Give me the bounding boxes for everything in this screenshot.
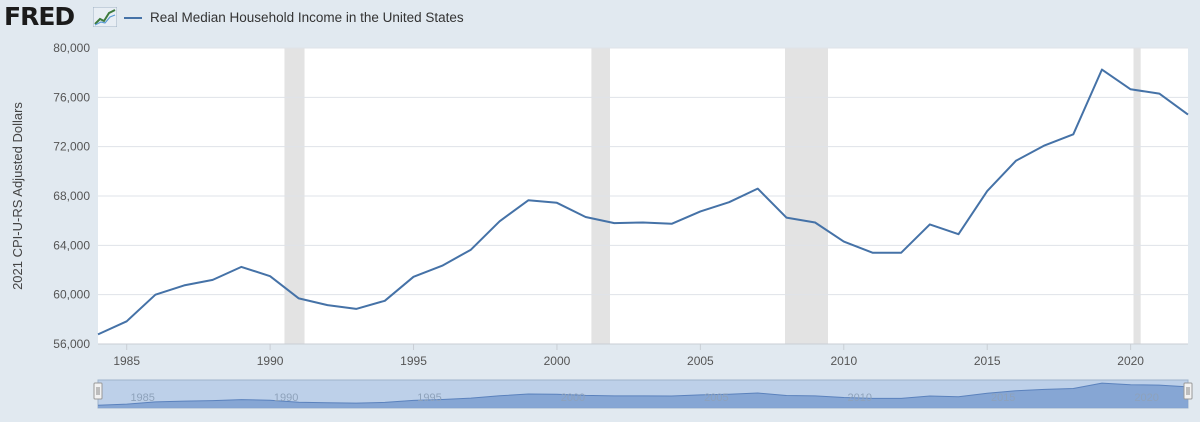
- data-point[interactable]: [755, 186, 760, 191]
- navigator-tick-label: 2020: [1134, 392, 1158, 404]
- legend[interactable]: Real Median Household Income in the Unit…: [124, 10, 464, 25]
- y-axis-title: 2021 CPI-U-RS Adjusted Dollars: [10, 102, 25, 290]
- x-tick-label: 2005: [687, 354, 714, 368]
- x-tick-label: 2015: [974, 354, 1001, 368]
- handle-grip[interactable]: [93, 382, 103, 400]
- navigator-tick-label: 2005: [704, 392, 728, 404]
- grid-lines: [98, 47, 1188, 345]
- data-point[interactable]: [210, 277, 215, 282]
- navigator-tick-label: 2015: [991, 392, 1015, 404]
- data-point[interactable]: [813, 220, 818, 225]
- x-tick-label: 1995: [400, 354, 427, 368]
- data-point[interactable]: [497, 219, 502, 224]
- x-tick-label: 2010: [830, 354, 857, 368]
- data-point[interactable]: [440, 263, 445, 268]
- data-point[interactable]: [841, 239, 846, 244]
- navigator-tick-label: 2010: [848, 392, 872, 404]
- data-point[interactable]: [612, 221, 617, 226]
- data-point[interactable]: [153, 292, 158, 297]
- y-tick-label: 56,000: [53, 337, 90, 351]
- data-point[interactable]: [1157, 91, 1162, 96]
- data-point[interactable]: [1186, 112, 1191, 117]
- data-point[interactable]: [96, 332, 101, 337]
- trend-chart-icon: [93, 7, 117, 27]
- data-point[interactable]: [698, 209, 703, 214]
- navigator-series-area: [98, 383, 1188, 408]
- handle-grip[interactable]: [1183, 382, 1193, 400]
- y-tick-label: 80,000: [53, 41, 90, 55]
- data-point[interactable]: [182, 283, 187, 288]
- chart-header: FRED Real Median Household Income in the…: [0, 0, 1200, 40]
- data-point[interactable]: [669, 221, 674, 226]
- data-point[interactable]: [583, 214, 588, 219]
- y-tick-label: 72,000: [53, 140, 90, 154]
- range-navigator[interactable]: 1985 1990 1995 2000 2005 2010 2015 2020: [93, 379, 1193, 409]
- data-point[interactable]: [1128, 87, 1133, 92]
- navigator-left-handle[interactable]: [93, 382, 103, 400]
- data-point[interactable]: [1042, 143, 1047, 148]
- x-tick-label: 2000: [544, 354, 571, 368]
- y-tick-label: 60,000: [53, 288, 90, 302]
- data-point[interactable]: [354, 306, 359, 311]
- data-point[interactable]: [268, 274, 273, 279]
- data-point[interactable]: [382, 298, 387, 303]
- data-point[interactable]: [296, 296, 301, 301]
- x-tick-label: 2020: [1117, 354, 1144, 368]
- y-tick-label: 68,000: [53, 189, 90, 203]
- navigator-tick-label: 2000: [561, 392, 585, 404]
- navigator-tick-label: 1985: [130, 392, 154, 404]
- data-point[interactable]: [985, 189, 990, 194]
- data-point[interactable]: [870, 250, 875, 255]
- data-point[interactable]: [411, 274, 416, 279]
- x-tick-label: 1985: [113, 354, 140, 368]
- series-layer: [96, 67, 1191, 337]
- fred-logo[interactable]: FRED: [4, 2, 75, 31]
- data-point[interactable]: [325, 303, 330, 308]
- data-point[interactable]: [554, 200, 559, 205]
- navigator-right-handle[interactable]: [1183, 382, 1193, 400]
- data-point[interactable]: [927, 222, 932, 227]
- navigator-tick-label: 1990: [274, 392, 298, 404]
- y-tick-label: 64,000: [53, 238, 90, 252]
- data-point[interactable]: [1099, 67, 1104, 72]
- data-point[interactable]: [641, 220, 646, 225]
- navigator-tick-label: 1995: [417, 392, 441, 404]
- data-point[interactable]: [239, 264, 244, 269]
- data-point[interactable]: [784, 215, 789, 220]
- axes: 56,000 60,000 64,000 68,000 72,000 76,000 80,0…: [53, 41, 1188, 368]
- data-point[interactable]: [1013, 158, 1018, 163]
- data-point[interactable]: [526, 198, 531, 203]
- data-point[interactable]: [899, 250, 904, 255]
- data-point[interactable]: [956, 232, 961, 237]
- data-point[interactable]: [468, 247, 473, 252]
- x-tick-label: 1990: [257, 354, 284, 368]
- data-point[interactable]: [727, 200, 732, 205]
- y-tick-label: 76,000: [53, 90, 90, 104]
- legend-label: Real Median Household Income in the Unit…: [150, 10, 464, 25]
- series-line[interactable]: [97, 68, 1189, 336]
- data-point[interactable]: [1071, 132, 1076, 137]
- legend-swatch: [124, 16, 142, 19]
- data-point[interactable]: [124, 319, 129, 324]
- navigator-series-line: [97, 382, 1189, 406]
